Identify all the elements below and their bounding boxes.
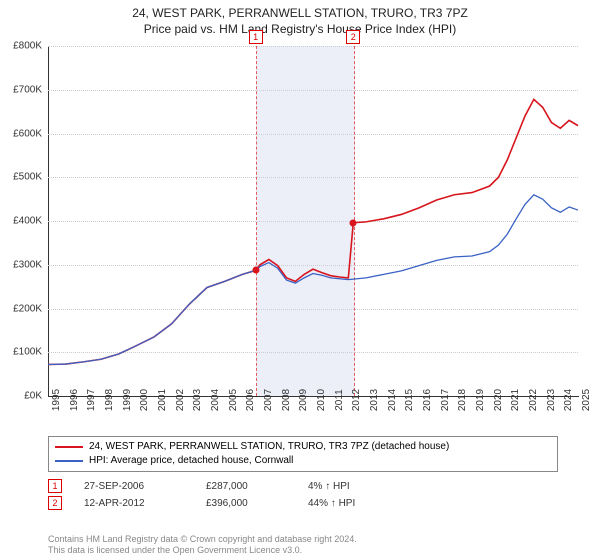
sale-hpi: 44% ↑ HPI — [308, 498, 388, 509]
xtick-label: 2009 — [298, 389, 309, 411]
sale-number-box: 2 — [48, 496, 62, 510]
chart-title: 24, WEST PARK, PERRANWELL STATION, TRURO… — [0, 0, 600, 37]
ytick-label: £600K — [0, 128, 42, 139]
xtick-label: 2016 — [422, 389, 433, 411]
sale-row: 2 12-APR-2012 £396,000 44% ↑ HPI — [48, 496, 568, 510]
title-subtitle: Price paid vs. HM Land Registry's House … — [0, 22, 600, 38]
xtick-label: 2015 — [404, 389, 415, 411]
xtick-label: 2005 — [228, 389, 239, 411]
xtick-label: 2017 — [440, 389, 451, 411]
sale-price: £396,000 — [206, 498, 286, 509]
legend-row: HPI: Average price, detached house, Corn… — [55, 454, 551, 468]
ytick-label: £300K — [0, 259, 42, 270]
xtick-label: 2008 — [281, 389, 292, 411]
ytick-label: £100K — [0, 347, 42, 358]
legend-swatch — [55, 446, 83, 448]
title-address: 24, WEST PARK, PERRANWELL STATION, TRURO… — [0, 6, 600, 22]
ytick-label: £200K — [0, 303, 42, 314]
xtick-label: 2025 — [581, 389, 592, 411]
xtick-label: 1995 — [51, 389, 62, 411]
sale-dot — [252, 267, 259, 274]
xtick-label: 2003 — [192, 389, 203, 411]
ytick-label: £700K — [0, 84, 42, 95]
xtick-label: 2021 — [510, 389, 521, 411]
sale-hpi: 4% ↑ HPI — [308, 481, 388, 492]
legend-swatch — [55, 460, 83, 462]
legend-label: HPI: Average price, detached house, Corn… — [89, 454, 293, 468]
xtick-label: 2019 — [475, 389, 486, 411]
ytick-label: £400K — [0, 216, 42, 227]
xtick-label: 2002 — [175, 389, 186, 411]
series-property — [48, 99, 578, 364]
sales-table: 1 27-SEP-2006 £287,000 4% ↑ HPI 2 12-APR-2012… — [48, 476, 568, 510]
plot-area: 12 £0K£100K£200K£300K£400K£500K£600K£700… — [48, 46, 578, 396]
xtick-label: 1999 — [122, 389, 133, 411]
xtick-label: 2006 — [245, 389, 256, 411]
xtick-label: 2004 — [210, 389, 221, 411]
line-series-svg — [48, 46, 578, 396]
xtick-label: 2011 — [334, 389, 345, 411]
xtick-label: 2018 — [457, 389, 468, 411]
ytick-label: £0K — [0, 391, 42, 402]
xtick-label: 2012 — [351, 389, 362, 411]
xtick-label: 1996 — [69, 389, 80, 411]
xtick-label: 2013 — [369, 389, 380, 411]
xtick-label: 2007 — [263, 389, 274, 411]
footer-line-2: This data is licensed under the Open Gov… — [48, 545, 357, 556]
xtick-label: 1998 — [104, 389, 115, 411]
legend-label: 24, WEST PARK, PERRANWELL STATION, TRURO… — [89, 440, 449, 454]
xtick-label: 2023 — [546, 389, 557, 411]
sale-date: 12-APR-2012 — [84, 498, 184, 509]
xtick-label: 2010 — [316, 389, 327, 411]
legend-box: 24, WEST PARK, PERRANWELL STATION, TRURO… — [48, 436, 558, 472]
series-hpi — [48, 195, 578, 365]
footer-attribution: Contains HM Land Registry data © Crown c… — [48, 534, 357, 556]
sale-date: 27-SEP-2006 — [84, 481, 184, 492]
sale-number-box: 1 — [48, 479, 62, 493]
ytick-label: £800K — [0, 41, 42, 52]
chart-container: 24, WEST PARK, PERRANWELL STATION, TRURO… — [0, 0, 600, 560]
xtick-label: 2022 — [528, 389, 539, 411]
legend-row: 24, WEST PARK, PERRANWELL STATION, TRURO… — [55, 440, 551, 454]
xtick-label: 2014 — [387, 389, 398, 411]
sale-row: 1 27-SEP-2006 £287,000 4% ↑ HPI — [48, 479, 568, 493]
xtick-label: 2024 — [563, 389, 574, 411]
sale-price: £287,000 — [206, 481, 286, 492]
footer-line-1: Contains HM Land Registry data © Crown c… — [48, 534, 357, 545]
sale-marker-box: 2 — [346, 30, 360, 44]
xtick-label: 2000 — [139, 389, 150, 411]
xtick-label: 1997 — [86, 389, 97, 411]
sale-marker-box: 1 — [249, 30, 263, 44]
sale-dot — [350, 219, 357, 226]
xtick-label: 2001 — [157, 389, 168, 411]
ytick-label: £500K — [0, 172, 42, 183]
xtick-label: 2020 — [493, 389, 504, 411]
